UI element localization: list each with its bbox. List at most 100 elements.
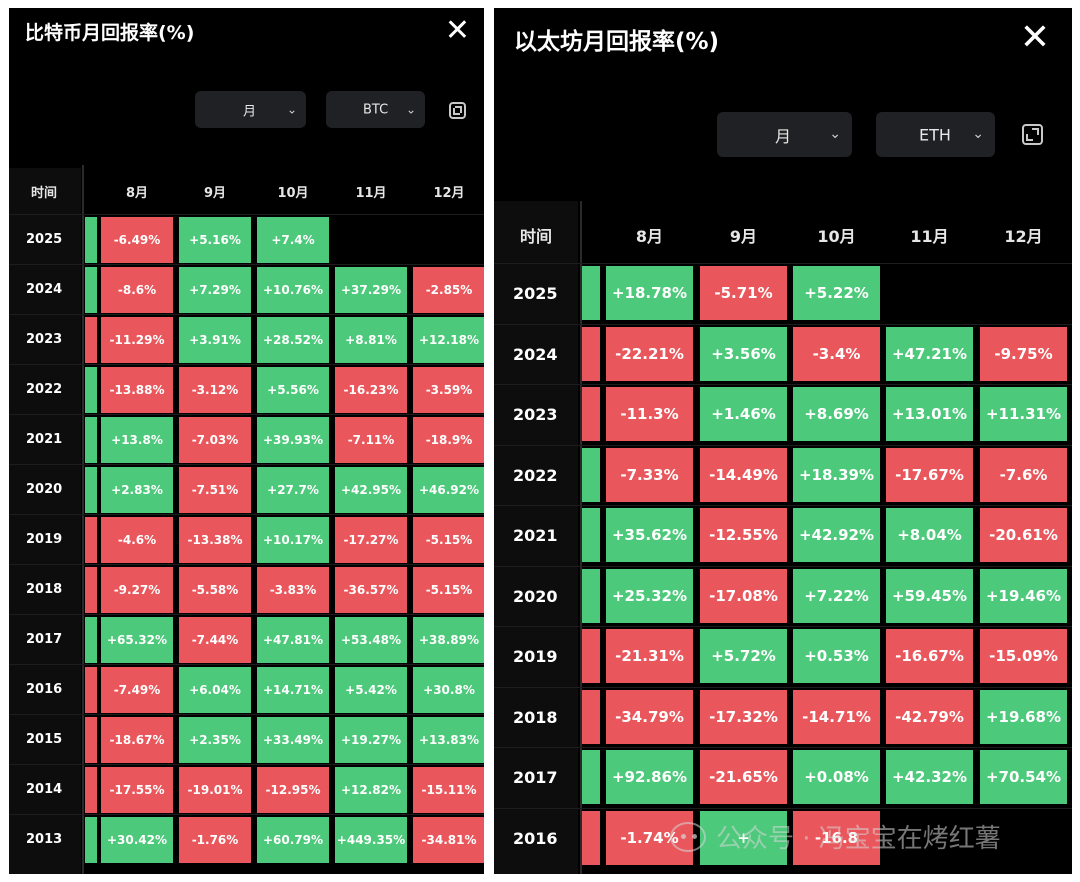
return-cell[interactable]: -7.44% [179, 617, 251, 663]
return-cell[interactable]: -16.67% [886, 629, 973, 683]
return-cell[interactable]: +11.31% [980, 387, 1067, 441]
return-cell[interactable]: +42.92% [793, 508, 880, 562]
return-cell[interactable]: -17.08% [700, 568, 787, 623]
return-cell[interactable]: +12.82% [335, 767, 407, 813]
return-cell[interactable]: -19.01% [179, 767, 251, 813]
return-cell[interactable]: -36.57% [335, 567, 407, 613]
return-cell[interactable]: +0.08% [793, 750, 880, 804]
return-cell[interactable]: -17.32% [700, 689, 787, 744]
return-cell[interactable]: +39.93% [257, 417, 329, 463]
return-cell[interactable]: +53.48% [335, 617, 407, 663]
return-cell[interactable]: +35.62% [606, 508, 693, 562]
return-cell[interactable]: +19.46% [980, 568, 1067, 623]
return-cell[interactable]: +47.21% [886, 326, 973, 381]
period-select[interactable]: 月 ⌄ [195, 91, 306, 128]
return-cell[interactable]: -34.81% [413, 817, 484, 863]
return-cell[interactable]: +46.92% [413, 467, 484, 513]
return-cell[interactable]: +25.32% [606, 568, 693, 623]
return-cell[interactable]: -5.71% [700, 266, 787, 320]
return-cell[interactable]: -17.27% [335, 517, 407, 563]
coin-select[interactable]: BTC ⌄ [326, 91, 425, 128]
return-cell[interactable]: +27.7% [257, 467, 329, 513]
return-cell[interactable]: -34.79% [606, 689, 693, 744]
return-cell[interactable]: +5.16% [179, 217, 251, 263]
return-cell[interactable]: -5.15% [413, 517, 484, 563]
return-cell[interactable]: -14.71% [793, 689, 880, 744]
return-cell[interactable]: +59.45% [886, 568, 973, 623]
return-cell[interactable]: -17.67% [886, 447, 973, 502]
return-cell[interactable]: +28.52% [257, 317, 329, 363]
return-cell[interactable]: +42.32% [886, 750, 973, 804]
return-cell[interactable]: +33.49% [257, 717, 329, 763]
return-cell[interactable]: +13.83% [413, 717, 484, 763]
return-cell[interactable]: +19.27% [335, 717, 407, 763]
return-cell[interactable]: +10.17% [257, 517, 329, 563]
return-cell[interactable]: +8.69% [793, 387, 880, 441]
return-cell[interactable]: +65.32% [101, 617, 173, 663]
return-cell[interactable]: -18.9% [413, 417, 484, 463]
return-cell[interactable]: -13.88% [101, 367, 173, 413]
return-cell[interactable]: +5.56% [257, 367, 329, 413]
return-cell[interactable]: +2.35% [179, 717, 251, 763]
return-cell[interactable]: -1.74% [606, 810, 693, 865]
return-cell[interactable]: -3.4% [793, 326, 880, 381]
return-cell[interactable]: +5.42% [335, 667, 407, 713]
return-cell[interactable]: -9.75% [980, 326, 1067, 381]
return-cell[interactable]: -17.55% [101, 767, 173, 813]
return-cell[interactable]: -2.85% [413, 267, 484, 313]
return-cell[interactable]: -12.55% [700, 508, 787, 562]
return-cell[interactable]: -14.49% [700, 447, 787, 502]
return-cell[interactable]: -7.49% [101, 667, 173, 713]
return-cell[interactable]: +13.8% [101, 417, 173, 463]
return-cell[interactable]: -18.67% [101, 717, 173, 763]
fullscreen-icon[interactable] [449, 102, 466, 119]
return-cell[interactable]: +10.76% [257, 267, 329, 313]
coin-select[interactable]: ETH ⌄ [876, 112, 995, 157]
return-cell[interactable]: -5.15% [413, 567, 484, 613]
return-cell[interactable]: +3.91% [179, 317, 251, 363]
return-cell[interactable]: +60.79% [257, 817, 329, 863]
return-cell[interactable]: +30.8% [413, 667, 484, 713]
return-cell[interactable]: +449.35% [335, 817, 407, 863]
return-cell[interactable]: -1.76% [179, 817, 251, 863]
return-cell[interactable]: +7.22% [793, 568, 880, 623]
return-cell[interactable]: +7.29% [179, 267, 251, 313]
return-cell[interactable]: +3.56% [700, 326, 787, 381]
return-cell[interactable]: -7.6% [980, 447, 1067, 502]
return-cell[interactable]: -16.23% [335, 367, 407, 413]
return-cell[interactable]: -12.95% [257, 767, 329, 813]
return-cell[interactable]: -3.83% [257, 567, 329, 613]
return-cell[interactable]: -7.11% [335, 417, 407, 463]
return-cell[interactable]: -7.51% [179, 467, 251, 513]
return-cell[interactable]: +7.4% [257, 217, 329, 263]
return-cell[interactable]: +70.54% [980, 750, 1067, 804]
return-cell[interactable]: -3.12% [179, 367, 251, 413]
return-cell[interactable]: -21.31% [606, 629, 693, 683]
fullscreen-icon[interactable] [1022, 124, 1043, 145]
return-cell[interactable]: -42.79% [886, 689, 973, 744]
return-cell[interactable]: +5.72% [700, 629, 787, 683]
return-cell[interactable]: +19.68% [980, 689, 1067, 744]
return-cell[interactable]: +1.46% [700, 387, 787, 441]
return-cell[interactable]: -7.33% [606, 447, 693, 502]
return-cell[interactable]: +5.22% [793, 266, 880, 320]
return-cell[interactable]: +14.71% [257, 667, 329, 713]
return-cell[interactable]: -5.58% [179, 567, 251, 613]
return-cell[interactable]: + [700, 810, 787, 865]
return-cell[interactable]: +12.18% [413, 317, 484, 363]
return-cell[interactable]: -22.21% [606, 326, 693, 381]
return-cell[interactable]: -7.03% [179, 417, 251, 463]
return-cell[interactable]: +8.81% [335, 317, 407, 363]
return-cell[interactable]: +47.81% [257, 617, 329, 663]
return-cell[interactable]: +38.89% [413, 617, 484, 663]
return-cell[interactable]: -20.61% [980, 508, 1067, 562]
return-cell[interactable]: -15.11% [413, 767, 484, 813]
return-cell[interactable]: -6.49% [101, 217, 173, 263]
return-cell[interactable]: -4.6% [101, 517, 173, 563]
return-cell[interactable]: -15.09% [980, 629, 1067, 683]
return-cell[interactable]: +30.42% [101, 817, 173, 863]
return-cell[interactable]: -8.6% [101, 267, 173, 313]
close-icon[interactable]: ✕ [444, 13, 470, 48]
return-cell[interactable]: +42.95% [335, 467, 407, 513]
return-cell[interactable]: -16.8 [793, 810, 880, 865]
